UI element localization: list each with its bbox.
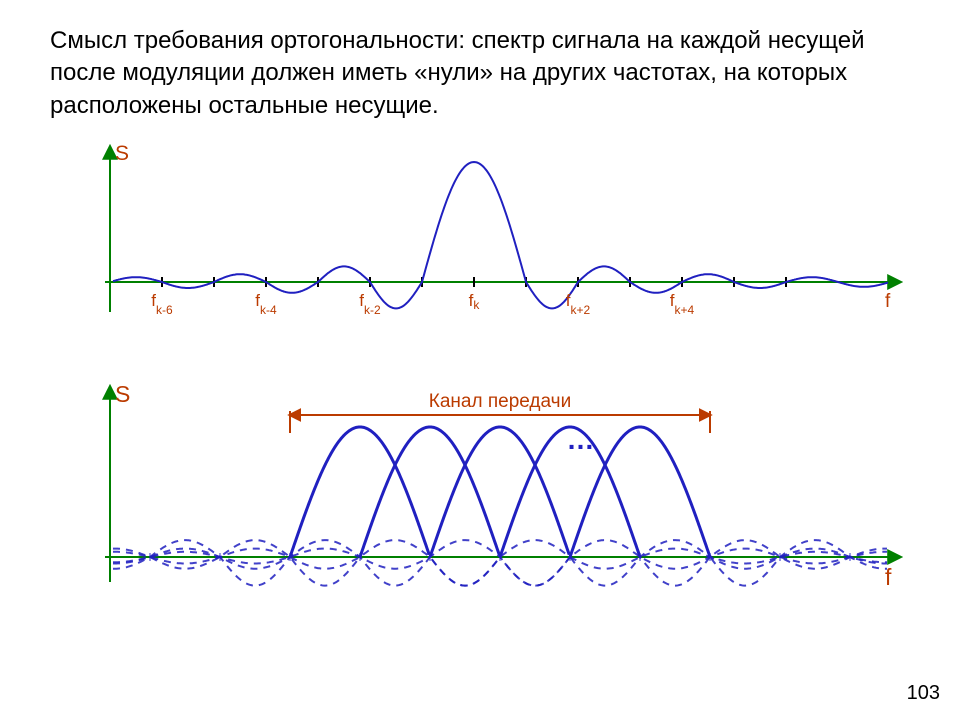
svg-text:fk: fk [469, 291, 481, 312]
figure-ofdm-channel: Sf…Канал передачи [50, 342, 910, 597]
page-number: 103 [907, 682, 940, 705]
svg-text:S: S [115, 142, 129, 165]
svg-text:fk+4: fk+4 [670, 291, 695, 317]
svg-text:fk-6: fk-6 [151, 291, 173, 317]
sinc-svg: Sffk-6fk-4fk-2fkfk+2fk+4 [50, 142, 910, 332]
figure-sinc-single: Sffk-6fk-4fk-2fkfk+2fk+4 [50, 142, 910, 337]
svg-text:S: S [115, 381, 130, 407]
body-paragraph: Смысл требования ортогональности: спектр… [50, 25, 910, 122]
slide: Смысл требования ортогональности: спектр… [0, 0, 960, 720]
svg-text:…: … [567, 424, 595, 455]
svg-text:fk+2: fk+2 [566, 291, 591, 317]
svg-text:Канал передачи: Канал передачи [429, 391, 571, 412]
ofdm-svg: Sf…Канал передачи [50, 342, 910, 592]
svg-text:f: f [885, 291, 891, 312]
svg-text:fk-4: fk-4 [255, 291, 277, 317]
